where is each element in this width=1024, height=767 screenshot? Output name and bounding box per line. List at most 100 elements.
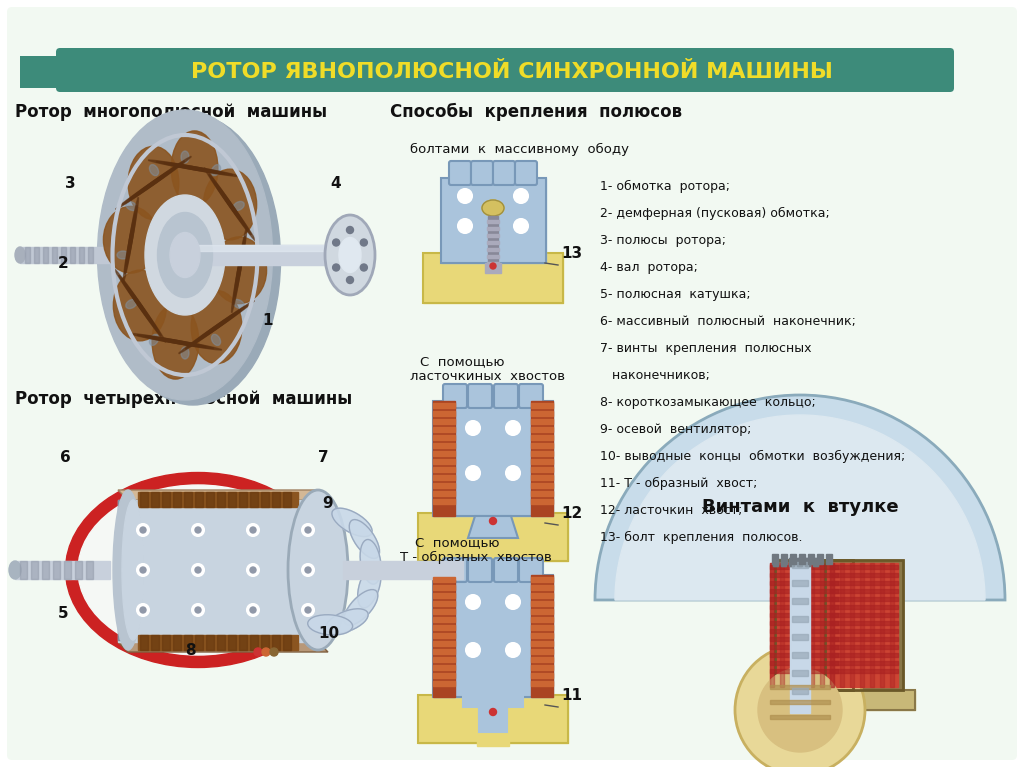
Bar bbox=[433, 601, 455, 606]
Bar bbox=[418, 513, 568, 561]
Bar bbox=[830, 605, 898, 609]
Bar bbox=[531, 593, 553, 598]
Bar bbox=[433, 401, 455, 516]
Bar bbox=[817, 554, 823, 564]
Bar bbox=[531, 681, 553, 686]
Bar bbox=[830, 563, 898, 687]
Ellipse shape bbox=[137, 334, 206, 347]
Circle shape bbox=[193, 604, 204, 616]
Ellipse shape bbox=[66, 472, 331, 667]
Text: 8: 8 bbox=[185, 643, 196, 658]
Bar bbox=[531, 411, 553, 416]
Bar bbox=[487, 234, 499, 237]
Text: 7: 7 bbox=[318, 450, 329, 465]
Bar bbox=[272, 635, 280, 650]
Bar bbox=[283, 635, 291, 650]
Ellipse shape bbox=[181, 151, 189, 163]
Text: 12- ласточкин  хвост;: 12- ласточкин хвост; bbox=[600, 504, 742, 517]
Bar bbox=[531, 427, 553, 432]
Bar bbox=[25, 247, 30, 263]
Ellipse shape bbox=[114, 270, 167, 341]
Bar bbox=[433, 681, 455, 686]
Ellipse shape bbox=[78, 485, 318, 655]
Polygon shape bbox=[118, 500, 128, 640]
Bar bbox=[830, 589, 898, 593]
Bar bbox=[830, 581, 898, 585]
Bar bbox=[433, 649, 455, 654]
Bar bbox=[61, 247, 66, 263]
Circle shape bbox=[489, 709, 497, 716]
Circle shape bbox=[490, 263, 496, 269]
Bar bbox=[206, 492, 214, 507]
Circle shape bbox=[250, 567, 256, 573]
Bar bbox=[195, 635, 203, 650]
Bar bbox=[228, 492, 236, 507]
Ellipse shape bbox=[199, 301, 254, 340]
Bar bbox=[162, 635, 170, 650]
Bar bbox=[88, 247, 93, 263]
Bar bbox=[825, 690, 915, 710]
Text: 13: 13 bbox=[561, 246, 582, 261]
Text: 9- осевой  вентилятор;: 9- осевой вентилятор; bbox=[600, 423, 752, 436]
Circle shape bbox=[250, 607, 256, 613]
Circle shape bbox=[262, 648, 270, 656]
Ellipse shape bbox=[126, 299, 137, 308]
Circle shape bbox=[140, 607, 146, 613]
Ellipse shape bbox=[360, 539, 381, 584]
Ellipse shape bbox=[191, 291, 242, 364]
Bar bbox=[770, 573, 838, 577]
Ellipse shape bbox=[153, 304, 199, 379]
Circle shape bbox=[195, 607, 201, 613]
Bar bbox=[531, 649, 553, 654]
Bar bbox=[830, 563, 834, 687]
Circle shape bbox=[458, 219, 472, 233]
Bar bbox=[239, 635, 247, 650]
Bar bbox=[441, 178, 546, 263]
Bar bbox=[261, 492, 269, 507]
Bar bbox=[792, 562, 808, 568]
Polygon shape bbox=[118, 642, 328, 652]
Bar bbox=[531, 665, 553, 670]
Bar bbox=[830, 613, 898, 617]
Bar bbox=[830, 565, 898, 569]
Bar bbox=[770, 629, 838, 633]
Text: 4- вал  ротора;: 4- вал ротора; bbox=[600, 261, 698, 274]
FancyBboxPatch shape bbox=[7, 7, 1017, 760]
Ellipse shape bbox=[113, 490, 143, 650]
Bar bbox=[830, 661, 898, 665]
Ellipse shape bbox=[9, 561, 22, 579]
Bar bbox=[151, 492, 159, 507]
Bar bbox=[531, 633, 553, 638]
Bar bbox=[433, 451, 455, 456]
Bar bbox=[790, 554, 796, 564]
Circle shape bbox=[305, 567, 311, 573]
Ellipse shape bbox=[204, 170, 257, 240]
Bar bbox=[433, 419, 455, 424]
Bar bbox=[195, 492, 203, 507]
Bar bbox=[810, 563, 814, 687]
Bar bbox=[217, 635, 225, 650]
Ellipse shape bbox=[157, 161, 225, 174]
Text: Способы  крепления  полюсов: Способы крепления полюсов bbox=[390, 103, 682, 121]
Circle shape bbox=[137, 524, 150, 536]
Bar bbox=[433, 577, 455, 582]
Bar bbox=[487, 227, 499, 230]
Ellipse shape bbox=[307, 614, 352, 635]
Bar bbox=[250, 492, 258, 507]
Bar bbox=[433, 673, 455, 678]
Bar bbox=[206, 635, 214, 650]
Circle shape bbox=[346, 226, 353, 233]
Bar bbox=[830, 563, 834, 687]
Bar bbox=[890, 563, 894, 687]
Ellipse shape bbox=[122, 166, 178, 205]
Bar bbox=[433, 401, 553, 516]
Ellipse shape bbox=[212, 237, 266, 304]
Circle shape bbox=[333, 239, 340, 246]
Bar bbox=[531, 575, 553, 697]
Bar bbox=[792, 652, 808, 658]
Bar bbox=[433, 411, 455, 416]
Bar bbox=[140, 492, 148, 507]
Text: 13- болт  крепления  полюсов.: 13- болт крепления полюсов. bbox=[600, 531, 803, 544]
Bar bbox=[531, 657, 553, 662]
Bar bbox=[792, 670, 808, 676]
